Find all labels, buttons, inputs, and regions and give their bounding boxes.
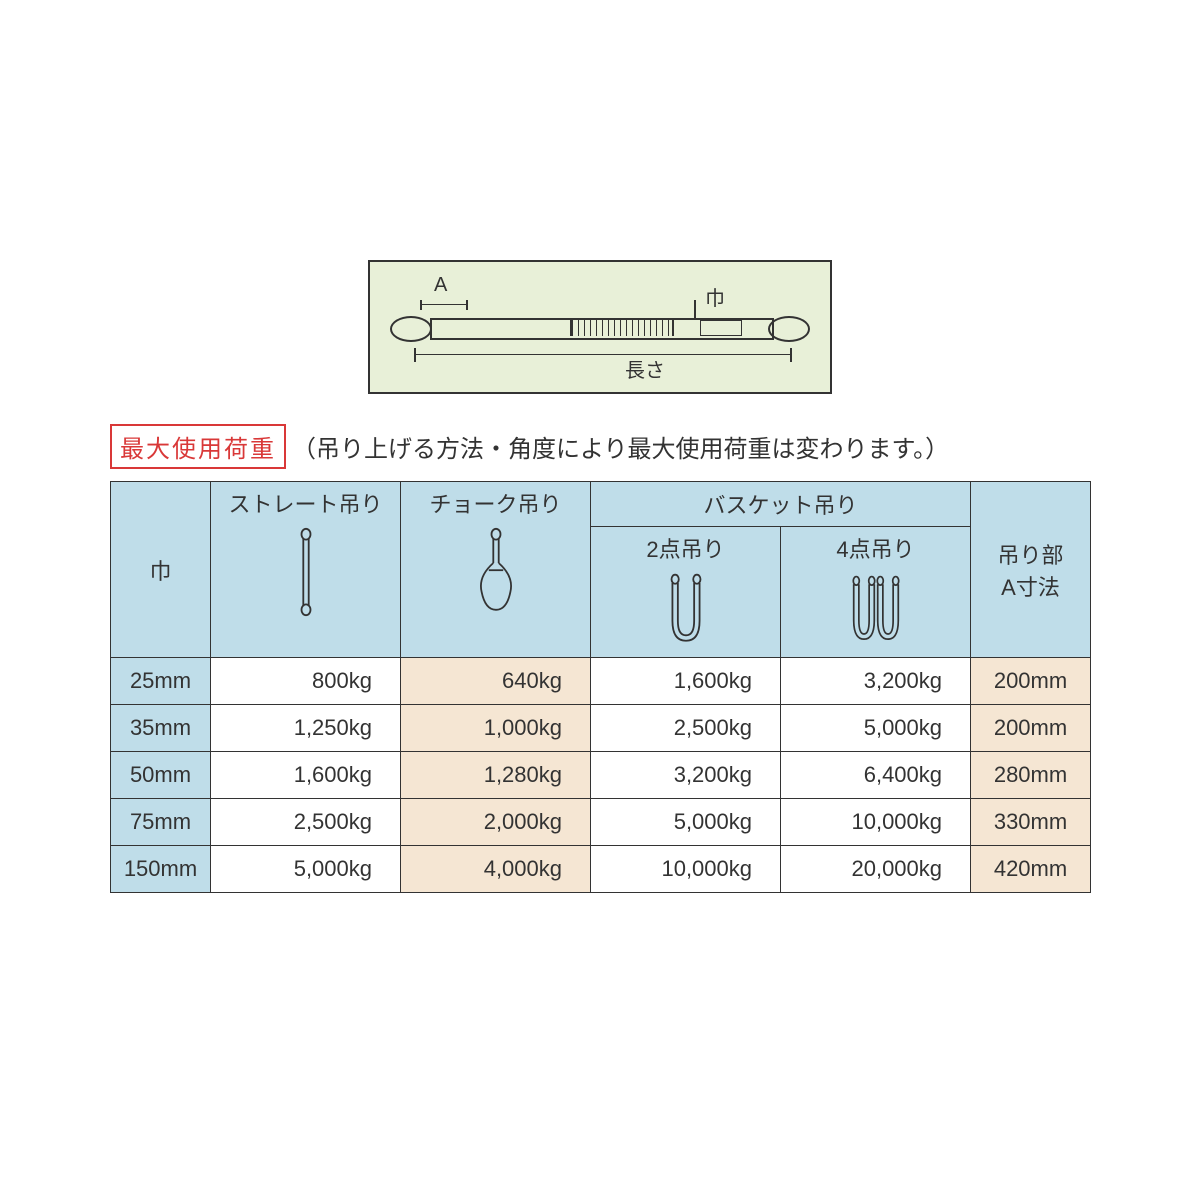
cell-a-dim: 330mm <box>971 799 1091 846</box>
straight-sling-icon <box>276 527 336 617</box>
cell-straight: 5,000kg <box>211 846 401 893</box>
hdr-a-dim-label: 吊り部 A寸法 <box>998 543 1064 600</box>
table-row: 150mm5,000kg4,000kg10,000kg20,000kg420mm <box>111 846 1091 893</box>
cell-basket-4pt: 3,200kg <box>781 658 971 705</box>
hdr-width: 巾 <box>111 482 211 658</box>
table-row: 35mm1,250kg1,000kg2,500kg5,000kg200mm <box>111 705 1091 752</box>
choke-sling-icon <box>466 527 526 617</box>
title-badge: 最大使用荷重 <box>110 424 286 469</box>
cell-basket-4pt: 6,400kg <box>781 752 971 799</box>
cell-a-dim: 200mm <box>971 658 1091 705</box>
sling-tag <box>700 320 742 336</box>
cell-choke: 1,280kg <box>401 752 591 799</box>
diagram-label-a: A <box>434 274 447 297</box>
cell-basket-2pt: 5,000kg <box>591 799 781 846</box>
hdr-choke: チョーク吊り <box>401 482 591 658</box>
cell-a-dim: 280mm <box>971 752 1091 799</box>
hdr-choke-label: チョーク吊り <box>429 487 561 519</box>
dim-length-line <box>414 348 792 362</box>
sling-body <box>410 312 790 342</box>
hdr-width-label: 巾 <box>149 559 171 584</box>
cell-width: 150mm <box>111 846 211 893</box>
title-note: （吊り上げる方法・角度により最大使用荷重は変わります。） <box>292 436 949 463</box>
cell-width: 35mm <box>111 705 211 752</box>
table-row: 75mm2,500kg2,000kg5,000kg10,000kg330mm <box>111 799 1091 846</box>
table-row: 50mm1,600kg1,280kg3,200kg6,400kg280mm <box>111 752 1091 799</box>
basket-2pt-icon <box>656 572 716 648</box>
cell-basket-4pt: 10,000kg <box>781 799 971 846</box>
basket-4pt-icon <box>846 572 906 648</box>
table-body: 25mm800kg640kg1,600kg3,200kg200mm35mm1,2… <box>111 658 1091 893</box>
sling-hatch <box>570 318 674 336</box>
title-line: 最大使用荷重（吊り上げる方法・角度により最大使用荷重は変わります。） <box>110 424 1090 469</box>
hdr-straight-label: ストレート吊り <box>228 487 382 519</box>
cell-a-dim: 420mm <box>971 846 1091 893</box>
hdr-a-dim: 吊り部 A寸法 <box>971 482 1091 658</box>
hdr-basket-2pt-label: 2点吊り <box>646 532 724 564</box>
hdr-basket-group-label: バスケット吊り <box>704 493 858 518</box>
cell-a-dim: 200mm <box>971 705 1091 752</box>
cell-basket-2pt: 2,500kg <box>591 705 781 752</box>
cell-choke: 640kg <box>401 658 591 705</box>
sling-loop-right <box>768 316 810 342</box>
sling-diagram: A 巾 長さ <box>368 260 832 394</box>
cell-straight: 2,500kg <box>211 799 401 846</box>
cell-choke: 1,000kg <box>401 705 591 752</box>
cell-basket-4pt: 5,000kg <box>781 705 971 752</box>
cell-basket-2pt: 1,600kg <box>591 658 781 705</box>
cell-choke: 4,000kg <box>401 846 591 893</box>
cell-straight: 800kg <box>211 658 401 705</box>
hdr-basket-4pt: 4点吊り <box>781 527 971 658</box>
table-row: 25mm800kg640kg1,600kg3,200kg200mm <box>111 658 1091 705</box>
hdr-basket-2pt: 2点吊り <box>591 527 781 658</box>
dim-a-line <box>420 300 468 310</box>
cell-choke: 2,000kg <box>401 799 591 846</box>
hdr-basket-group: バスケット吊り <box>591 482 971 527</box>
load-table: 巾 ストレート吊り チョーク吊り <box>110 481 1091 893</box>
diagram-label-width: 巾 <box>705 282 725 311</box>
cell-basket-2pt: 10,000kg <box>591 846 781 893</box>
hdr-basket-4pt-label: 4点吊り <box>836 532 914 564</box>
cell-basket-4pt: 20,000kg <box>781 846 971 893</box>
cell-width: 50mm <box>111 752 211 799</box>
cell-straight: 1,600kg <box>211 752 401 799</box>
cell-straight: 1,250kg <box>211 705 401 752</box>
cell-width: 75mm <box>111 799 211 846</box>
cell-basket-2pt: 3,200kg <box>591 752 781 799</box>
cell-width: 25mm <box>111 658 211 705</box>
sling-loop-left <box>390 316 432 342</box>
hdr-straight: ストレート吊り <box>211 482 401 658</box>
